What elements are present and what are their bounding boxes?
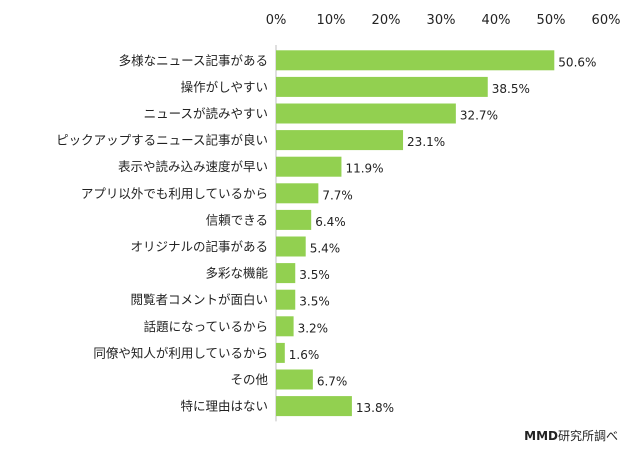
value-label: 6.7% xyxy=(317,375,348,389)
bar xyxy=(276,103,456,124)
value-label: 13.8% xyxy=(356,401,394,415)
category-label: 操作がしやすい xyxy=(181,79,268,94)
x-tick-label: 50% xyxy=(537,13,566,28)
value-label: 1.6% xyxy=(289,348,320,362)
value-label: 3.5% xyxy=(299,295,330,309)
category-label: オリジナルの記事がある xyxy=(130,239,268,254)
category-label: 多彩な機能 xyxy=(205,266,268,281)
category-label: 閲覧者コメントが面白い xyxy=(130,292,268,307)
category-label: 同僚や知人が利用しているから xyxy=(93,345,268,360)
bar xyxy=(276,342,285,363)
bar xyxy=(276,316,294,337)
category-label: 特に理由はない xyxy=(180,399,268,414)
category-label: その他 xyxy=(230,372,268,387)
x-tick-label: 20% xyxy=(372,13,401,28)
bar xyxy=(276,183,319,204)
bar xyxy=(276,236,306,257)
x-tick-label: 30% xyxy=(427,13,456,28)
value-label: 7.7% xyxy=(322,188,353,202)
category-label: 話題になっているから xyxy=(144,319,268,334)
value-label: 3.2% xyxy=(298,321,329,335)
category-label: 多様なニュース記事がある xyxy=(119,53,268,68)
value-label: 32.7% xyxy=(460,109,498,123)
value-labels: 50.6% 38.5% 32.7% 23.1% 11.9% 7.7% 6.4% 5.4% 3.5… xyxy=(289,55,597,415)
category-label: 表示や読み込み速度が早い xyxy=(118,159,268,174)
category-labels: 多様なニュース記事がある操作がしやすいニュースが読みやすいピックアップするニュー… xyxy=(56,53,268,414)
value-label: 23.1% xyxy=(407,135,445,149)
value-label: 5.4% xyxy=(310,242,341,256)
value-label: 3.5% xyxy=(299,268,330,282)
bars xyxy=(276,50,555,417)
value-label: 6.4% xyxy=(315,215,346,229)
bar xyxy=(276,76,488,97)
category-label: 信頼できる xyxy=(206,212,268,227)
value-label: 38.5% xyxy=(492,82,530,96)
source-text: 研究所調べ xyxy=(557,429,618,443)
bar xyxy=(276,396,352,417)
bar xyxy=(276,263,296,284)
source-credit: MMD研究所調べ xyxy=(524,427,618,444)
source-brand: MMD xyxy=(524,429,558,443)
x-tick-label: 40% xyxy=(482,13,511,28)
x-axis-ticks: 0% 10% 20% 30% 40% 50% 60% xyxy=(266,13,621,28)
bar xyxy=(276,50,555,71)
category-label: ニュースが読みやすい xyxy=(144,106,268,121)
bar xyxy=(276,289,296,310)
value-label: 50.6% xyxy=(558,55,596,69)
value-label: 11.9% xyxy=(345,162,383,176)
x-tick-label: 0% xyxy=(266,13,287,28)
bar xyxy=(276,156,342,177)
bar xyxy=(276,369,313,390)
x-tick-label: 60% xyxy=(592,13,621,28)
x-tick-label: 10% xyxy=(317,13,346,28)
category-label: ピックアップするニュース記事が良い xyxy=(56,133,268,148)
category-label: アプリ以外でも利用しているから xyxy=(81,186,268,201)
bar xyxy=(276,209,312,230)
bar xyxy=(276,130,404,151)
